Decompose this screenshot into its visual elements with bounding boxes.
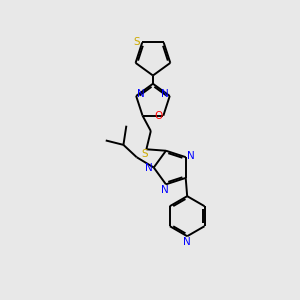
Text: N: N (145, 163, 153, 172)
Text: S: S (134, 38, 140, 47)
Text: O: O (154, 111, 162, 121)
Text: N: N (183, 236, 191, 247)
Text: S: S (142, 149, 148, 159)
Text: N: N (161, 89, 169, 100)
Text: N: N (187, 151, 195, 161)
Text: N: N (137, 89, 145, 100)
Text: N: N (160, 184, 168, 195)
